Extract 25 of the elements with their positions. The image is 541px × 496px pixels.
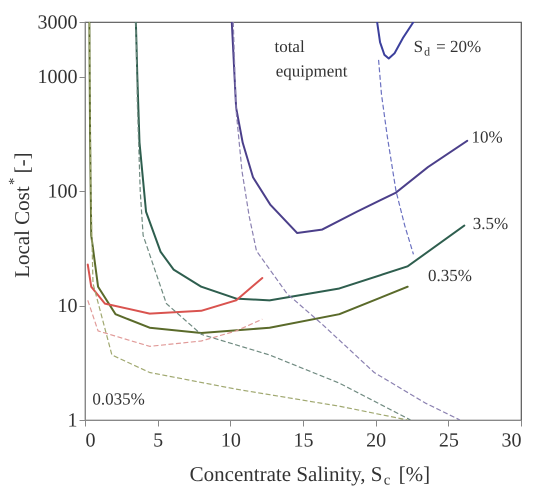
line-series <box>88 22 408 420</box>
annotation: 0.035% <box>92 390 145 409</box>
y-axis-title: Local Cost* [-] <box>6 152 34 278</box>
x-tick-label: 20 <box>366 430 386 452</box>
line-series <box>376 22 414 60</box>
y-tick-label: 1000 <box>38 66 78 88</box>
annotation: total <box>274 37 305 56</box>
annotation: equipment <box>276 61 348 80</box>
x-tick-label: 15 <box>294 430 314 452</box>
y-tick-label: 3000 <box>38 12 78 34</box>
line-series <box>378 59 414 255</box>
y-tick-label: 10 <box>58 295 78 318</box>
y-tick-label: 1 <box>68 410 78 432</box>
annotation: 10% <box>472 127 503 146</box>
x-tick-label: 10 <box>220 430 241 452</box>
line-series <box>88 22 409 334</box>
line-series <box>87 300 263 347</box>
x-tick-label: 5 <box>153 430 164 452</box>
x-tick-label: 30 <box>502 430 522 452</box>
x-tick-label: 25 <box>438 430 459 452</box>
annotation: 3.5% <box>472 214 508 234</box>
x-tick-label: 0 <box>86 430 96 452</box>
line-series <box>86 264 264 315</box>
y-tick-label: 100 <box>48 180 78 203</box>
annotation: 0.35% <box>428 266 472 285</box>
